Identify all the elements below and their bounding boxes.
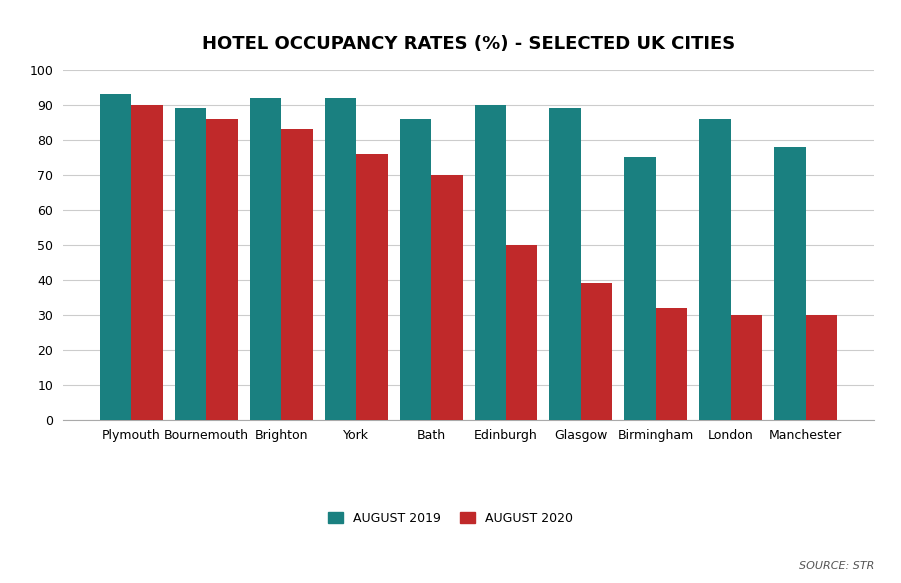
Bar: [624, 157, 656, 420]
Bar: [731, 315, 762, 420]
Bar: [475, 105, 506, 420]
Bar: [356, 154, 387, 420]
Bar: [132, 105, 163, 420]
Bar: [699, 119, 731, 420]
Title: HOTEL OCCUPANCY RATES (%) - SELECTED UK CITIES: HOTEL OCCUPANCY RATES (%) - SELECTED UK …: [202, 35, 735, 53]
Text: SOURCE: STR: SOURCE: STR: [798, 561, 874, 571]
Bar: [324, 98, 356, 420]
Bar: [431, 175, 462, 420]
Bar: [100, 94, 132, 420]
Bar: [506, 245, 537, 420]
Bar: [281, 129, 313, 420]
Bar: [581, 283, 613, 420]
Bar: [250, 98, 281, 420]
Bar: [805, 315, 837, 420]
Bar: [656, 308, 687, 420]
Bar: [400, 119, 431, 420]
Bar: [206, 119, 238, 420]
Bar: [774, 147, 805, 420]
Bar: [550, 108, 581, 420]
Bar: [175, 108, 206, 420]
Legend: AUGUST 2019, AUGUST 2020: AUGUST 2019, AUGUST 2020: [323, 507, 578, 530]
